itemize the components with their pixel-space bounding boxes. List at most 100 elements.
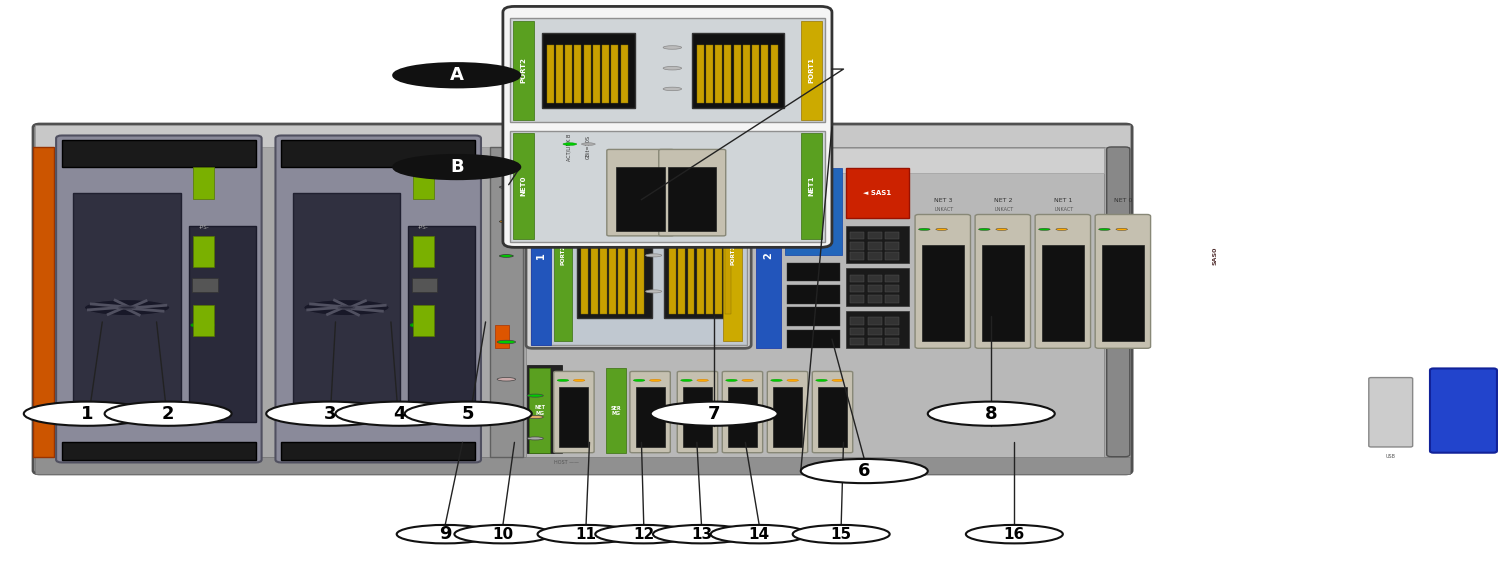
Ellipse shape [1446, 438, 1454, 439]
Text: -PS-: -PS- [419, 225, 429, 229]
Bar [574, 45, 582, 104]
Bar [1288, 250, 1302, 279]
Bar [74, 193, 182, 422]
FancyBboxPatch shape [813, 371, 852, 453]
Ellipse shape [1474, 409, 1492, 412]
Ellipse shape [663, 87, 681, 91]
Bar [867, 317, 882, 325]
Bar [846, 311, 909, 348]
Bar [280, 442, 476, 459]
Bar [36, 457, 1130, 474]
Bar [1188, 163, 1240, 348]
Ellipse shape [496, 378, 516, 381]
Bar [566, 45, 572, 104]
Ellipse shape [1436, 405, 1443, 407]
Bar [1274, 284, 1287, 314]
Bar [682, 388, 712, 447]
Ellipse shape [651, 401, 777, 426]
Text: USB: USB [1386, 454, 1395, 459]
FancyBboxPatch shape [503, 6, 833, 247]
Bar [1042, 245, 1083, 342]
Bar [408, 226, 476, 422]
Bar [818, 388, 848, 447]
Ellipse shape [771, 380, 783, 381]
Bar [609, 201, 616, 314]
Ellipse shape [393, 155, 520, 179]
Bar [591, 201, 597, 314]
Ellipse shape [1494, 407, 1500, 415]
Bar [513, 21, 534, 120]
Ellipse shape [526, 394, 543, 397]
FancyBboxPatch shape [975, 214, 1030, 348]
Ellipse shape [496, 415, 516, 419]
FancyBboxPatch shape [1430, 369, 1497, 453]
Bar [531, 166, 747, 346]
Ellipse shape [1478, 438, 1484, 439]
FancyBboxPatch shape [723, 371, 762, 453]
Ellipse shape [496, 340, 516, 344]
Bar [885, 328, 898, 335]
Bar [850, 285, 864, 292]
Bar [885, 242, 898, 250]
Bar [867, 295, 882, 302]
Bar [698, 201, 703, 314]
Bar [616, 167, 664, 231]
Bar [850, 328, 864, 335]
Bar [885, 338, 898, 346]
FancyBboxPatch shape [526, 163, 752, 348]
FancyBboxPatch shape [554, 371, 594, 453]
Text: -PS-: -PS- [198, 225, 210, 229]
FancyBboxPatch shape [1370, 378, 1413, 447]
Text: 14: 14 [748, 527, 770, 542]
Bar [885, 252, 898, 260]
Ellipse shape [537, 525, 634, 543]
Ellipse shape [681, 380, 692, 381]
Bar [531, 166, 552, 346]
FancyBboxPatch shape [658, 150, 726, 236]
Text: LNKACT: LNKACT [994, 206, 1014, 212]
Bar [1160, 163, 1185, 348]
Bar [728, 388, 758, 447]
Ellipse shape [726, 380, 738, 381]
Text: LNKACT: LNKACT [1054, 206, 1074, 212]
Bar [556, 45, 562, 104]
Ellipse shape [1456, 421, 1464, 423]
FancyBboxPatch shape [1107, 147, 1130, 457]
Text: NET1: NET1 [808, 176, 814, 197]
Bar [756, 163, 782, 348]
Ellipse shape [339, 306, 354, 309]
Text: 3: 3 [324, 405, 336, 423]
Text: HOST ——: HOST —— [554, 459, 579, 465]
Bar [846, 225, 909, 263]
Bar [752, 45, 759, 104]
FancyBboxPatch shape [56, 136, 261, 462]
FancyBboxPatch shape [676, 371, 717, 453]
Bar [885, 232, 898, 239]
Text: 11: 11 [576, 527, 597, 542]
Ellipse shape [1478, 405, 1484, 407]
Bar [578, 196, 652, 319]
Ellipse shape [792, 525, 889, 543]
Ellipse shape [393, 63, 520, 87]
Bar [582, 201, 588, 314]
Ellipse shape [928, 401, 1054, 426]
Text: NET 1: NET 1 [1053, 198, 1072, 204]
Bar [723, 170, 742, 341]
Ellipse shape [526, 437, 543, 440]
Ellipse shape [978, 228, 990, 231]
Bar [194, 167, 214, 198]
Bar [510, 18, 825, 122]
Ellipse shape [556, 380, 568, 381]
Ellipse shape [1467, 438, 1474, 439]
Bar [850, 275, 864, 282]
Text: NET 0: NET 0 [1113, 198, 1132, 204]
Bar [1288, 284, 1302, 314]
Bar [1374, 382, 1407, 442]
FancyBboxPatch shape [33, 124, 1132, 474]
Ellipse shape [454, 525, 552, 543]
Ellipse shape [1446, 405, 1454, 407]
Bar [194, 305, 214, 336]
Ellipse shape [526, 416, 543, 419]
Bar [687, 201, 694, 314]
Bar [885, 317, 898, 325]
